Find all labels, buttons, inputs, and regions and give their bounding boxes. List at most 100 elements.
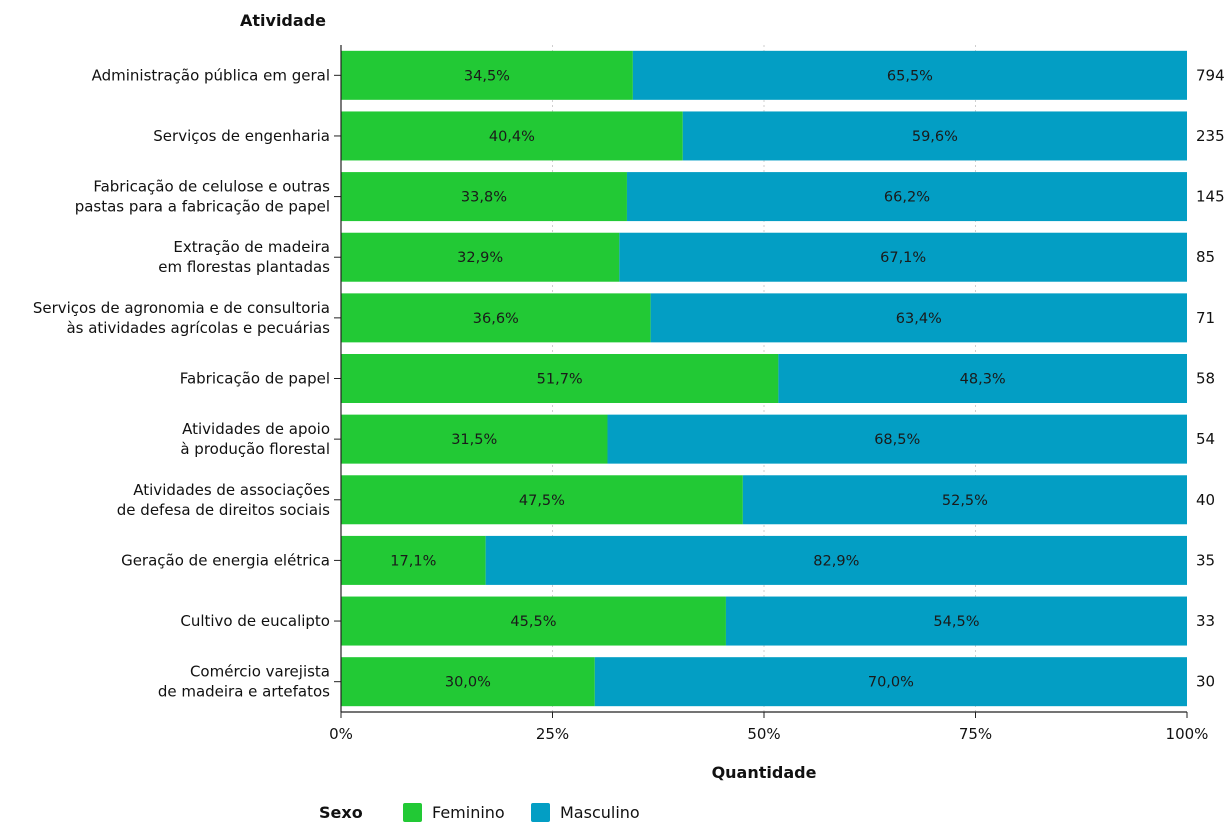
category-label: Fabricação de papel [180,370,330,388]
bar-feminino [341,172,627,222]
x-tick-label: 25% [536,725,569,743]
bar-value-label: 70,0% [868,675,914,691]
bar-value-label: 33,8% [461,190,507,206]
bar-masculino [485,535,1187,585]
category-label-line: Fabricação de papel [180,370,330,388]
bars [341,50,1187,707]
category-label: Serviços de agronomia e de consultoria às… [33,299,330,337]
bar-value-label: 47,5% [519,493,565,509]
total-count: 33 [1196,612,1215,630]
y-axis-title: Atividade [240,11,326,30]
category-label-line: Administração pública em geral [92,66,330,84]
category-label-line: Fabricação de celulose e outras [93,178,330,196]
category-label-line: à produção florestal [180,440,330,458]
total-count: 235 [1196,127,1225,145]
bar-feminino [341,50,633,100]
bar-value-label: 17,1% [390,553,436,569]
bar-value-label: 52,5% [942,493,988,509]
bar-masculino [607,414,1187,464]
bar-value-label: 66,2% [884,190,930,206]
category-label: Atividades de associações de defesa de di… [117,481,330,519]
category-label-line: em florestas plantadas [158,258,330,276]
total-count: 71 [1196,309,1215,327]
bar-value-label: 32,9% [457,250,503,266]
legend: Sexo Feminino Masculino [319,803,640,822]
bar-value-label: 48,3% [960,372,1006,388]
bar-feminino [341,111,683,161]
bar-masculino [594,657,1187,707]
bar-value-label: 65,5% [887,68,933,84]
category-label-line: Atividades de apoio [182,420,330,438]
category-label-line: Comércio varejista [190,663,330,681]
category-label-line: de madeira e artefatos [158,683,330,701]
bar-masculino [742,475,1187,525]
bar-value-label: 82,9% [813,553,859,569]
x-tick-label: 0% [329,725,353,743]
x-tick-label: 100% [1166,725,1209,743]
total-count: 40 [1196,491,1215,509]
total-count: 30 [1196,673,1215,691]
bar-feminino [341,354,779,403]
bar-feminino [341,232,620,282]
bar-feminino [341,535,486,585]
category-label: Comércio varejista de madeira e artefatos [158,663,330,701]
category-label: Cultivo de eucalipto [180,612,330,630]
total-count: 54 [1196,430,1215,448]
category-labels: Administração pública em geral Serviços d… [33,66,330,700]
category-label-line: Serviços de engenharia [153,127,330,145]
bar-value-label: 54,5% [933,614,979,630]
axes: 0% 25% 50% 75% 100% [329,45,1208,743]
category-label: Serviços de engenharia [153,127,330,145]
bar-masculino [650,293,1187,343]
category-label: Administração pública em geral [92,66,330,84]
bar-value-label: 67,1% [880,250,926,266]
category-label: Extração de madeira em florestas plantada… [158,238,330,276]
category-label: Geração de energia elétrica [121,551,330,569]
bar-feminino [341,293,651,343]
bar-value-label: 45,5% [510,614,556,630]
category-label-line: Serviços de agronomia e de consultoria [33,299,330,317]
category-label-line: Atividades de associações [133,481,330,499]
total-count: 145 [1196,188,1225,206]
legend-title: Sexo [319,803,363,822]
bar-feminino [341,596,726,646]
bar-value-label: 59,6% [912,129,958,145]
x-tick-label: 50% [747,725,780,743]
category-label-line: às atividades agrícolas e pecuárias [66,319,330,337]
legend-swatch-feminino [403,803,422,822]
total-count: 58 [1196,370,1215,388]
legend-swatch-masculino [531,803,550,822]
bar-masculino [632,50,1187,100]
bar-feminino [341,414,608,464]
bar-labels: 34,5% 65,5% 40,4% 59,6% 33,8% 66,2% 32,9% 67,1%… [390,68,1005,690]
bar-value-label: 31,5% [451,432,497,448]
bar-masculino [778,354,1187,403]
legend-label-feminino: Feminino [432,803,505,822]
bar-value-label: 68,5% [874,432,920,448]
bar-value-label: 36,6% [473,311,519,327]
category-label-line: pastas para a fabricação de papel [75,198,330,216]
category-label-line: Geração de energia elétrica [121,551,330,569]
bar-value-label: 63,4% [896,311,942,327]
category-label: Atividades de apoio à produção florestal [180,420,330,458]
legend-label-masculino: Masculino [560,803,640,822]
bar-masculino [626,172,1187,222]
category-label-line: de defesa de direitos sociais [117,501,330,519]
bar-value-label: 34,5% [464,68,510,84]
category-label-line: Extração de madeira [173,238,330,256]
bar-masculino [725,596,1187,646]
x-tick-label: 75% [959,725,992,743]
bar-value-label: 30,0% [445,675,491,691]
total-count: 35 [1196,551,1215,569]
bar-feminino [341,475,743,525]
x-axis-title: Quantidade [712,763,817,782]
total-count: 85 [1196,248,1215,266]
category-label: Fabricação de celulose e outras pastas pa… [75,178,330,216]
bar-masculino [682,111,1187,161]
bar-value-label: 51,7% [537,372,583,388]
bar-masculino [619,232,1187,282]
bar-feminino [341,657,595,707]
bar-value-label: 40,4% [489,129,535,145]
total-labels: 794 235 145 85 71 58 54 40 35 33 30 [1196,66,1225,690]
